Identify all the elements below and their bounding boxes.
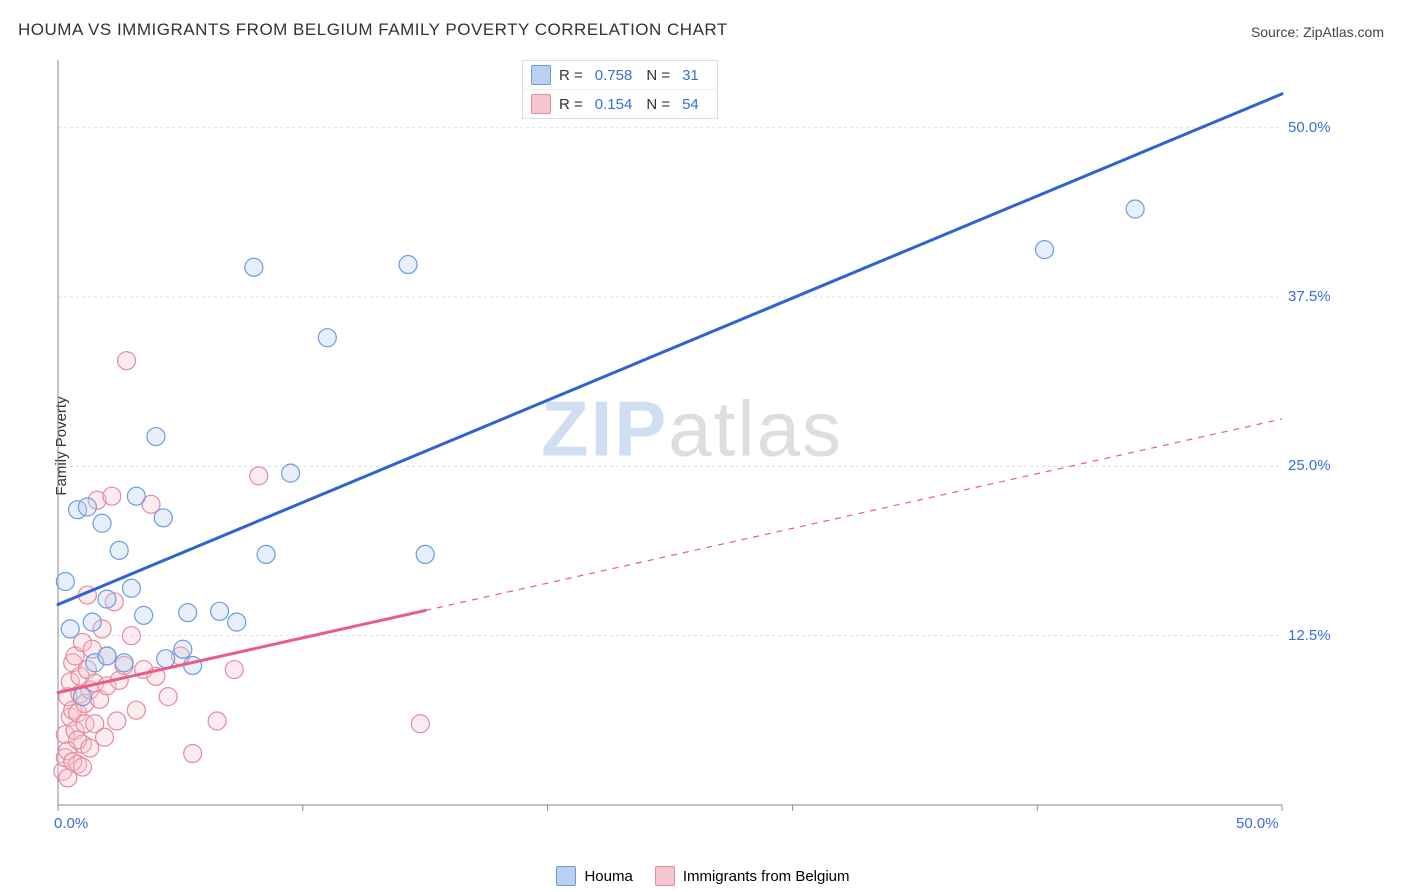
legend-swatch-houma <box>556 866 576 886</box>
x-tick-label: 50.0% <box>1236 815 1279 832</box>
legend-r-label: R = <box>559 96 583 113</box>
legend-n-label: N = <box>646 67 670 84</box>
legend-n-label: N = <box>646 96 670 113</box>
chart-source: Source: ZipAtlas.com <box>1251 24 1384 40</box>
series-legend-label: Houma <box>584 868 632 885</box>
legend-swatch-houma <box>531 65 551 85</box>
series-legend-label: Immigrants from Belgium <box>683 868 850 885</box>
correlation-legend-row: R = 0.758 N = 31 <box>523 61 717 89</box>
legend-r-value-1: 0.758 <box>595 67 633 84</box>
y-tick-label: 50.0% <box>1288 119 1331 136</box>
chart-title: HOUMA VS IMMIGRANTS FROM BELGIUM FAMILY … <box>18 20 728 40</box>
y-tick-label: 12.5% <box>1288 627 1331 644</box>
legend-swatch-belgium <box>655 866 675 886</box>
correlation-legend-row: R = 0.154 N = 54 <box>523 89 717 118</box>
series-legend: Houma Immigrants from Belgium <box>0 866 1406 886</box>
plot-area: ZIPatlas <box>52 55 1332 835</box>
legend-n-value-1: 31 <box>682 67 699 84</box>
legend-r-label: R = <box>559 67 583 84</box>
legend-swatch-belgium <box>531 94 551 114</box>
series-legend-item: Houma <box>556 866 632 886</box>
x-tick-label: 0.0% <box>54 815 88 832</box>
legend-n-value-2: 54 <box>682 96 699 113</box>
chart-svg <box>52 55 1332 835</box>
correlation-legend: R = 0.758 N = 31 R = 0.154 N = 54 <box>522 60 718 119</box>
y-tick-label: 25.0% <box>1288 457 1331 474</box>
series-legend-item: Immigrants from Belgium <box>655 866 850 886</box>
legend-r-value-2: 0.154 <box>595 96 633 113</box>
y-tick-label: 37.5% <box>1288 288 1331 305</box>
